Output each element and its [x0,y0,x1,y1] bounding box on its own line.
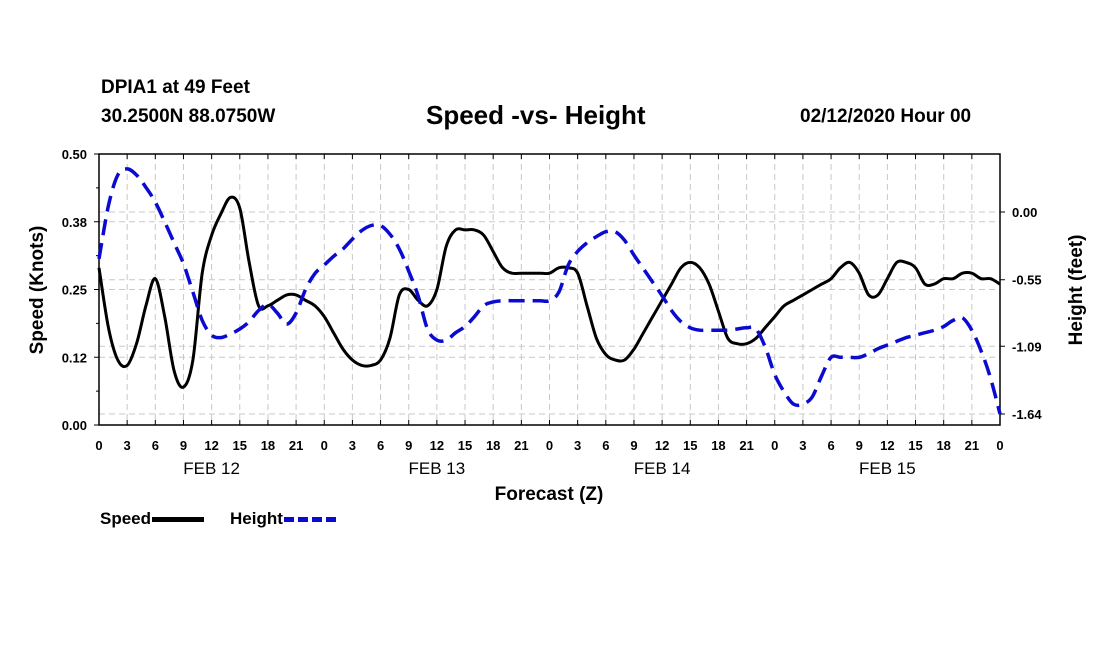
x-axis-label: Forecast (Z) [495,484,604,505]
x-tick-label: 9 [180,438,187,453]
left-tick-label: 0.00 [62,418,87,433]
grid-lines [99,154,1000,425]
x-tick-label: 0 [771,438,778,453]
x-tick-label: 12 [655,438,669,453]
series-lines [97,167,1002,415]
x-tick-label: 0 [996,438,1003,453]
x-tick-label: 9 [630,438,637,453]
x-tick-label: 6 [377,438,384,453]
day-label: FEB 12 [183,459,240,478]
right-tick-label: -0.55 [1012,273,1042,288]
x-tick-label: 21 [739,438,753,453]
speed-line [97,195,1001,389]
left-tick-label: 0.12 [62,350,87,365]
x-tick-label: 6 [152,438,159,453]
x-tick-label: 12 [430,438,444,453]
x-tick-label: 18 [261,438,275,453]
station-label: DPIA1 at 49 Feet [101,77,250,98]
legend-height: Height [230,509,336,529]
x-tick-label: 0 [95,438,102,453]
x-tick-label: 3 [799,438,806,453]
left-axis-label: Speed (Knots) [27,226,48,355]
x-tick-label: 6 [827,438,834,453]
day-labels: FEB 12 FEB 13 FEB 14 FEB 15 [183,459,915,478]
day-label: FEB 14 [634,459,691,478]
x-tick-label: 9 [856,438,863,453]
x-tick-label: 15 [683,438,697,453]
right-tick-label: 0.00 [1012,205,1037,220]
x-tick-label: 15 [458,438,472,453]
legend-height-label: Height [230,509,283,528]
right-tick-label: -1.09 [1012,339,1042,354]
legend-speed: Speed [100,509,205,529]
left-tick-label: 0.50 [62,147,87,162]
left-tick-label: 0.38 [62,215,87,230]
left-axis-ticks: 0.00 0.12 0.25 0.38 0.50 [62,147,99,433]
x-tick-label: 15 [908,438,922,453]
x-tick-label: 21 [965,438,979,453]
x-axis-ticks: 0 3 6 9 12 15 18 21 0 3 6 9 12 15 18 21 0 3 6 9 12 15 18 21 0 3 6 9… [95,154,1004,453]
chart-title: Speed -vs- Height [426,100,646,130]
day-label: FEB 13 [409,459,466,478]
x-tick-label: 15 [233,438,247,453]
x-tick-label: 18 [936,438,950,453]
x-tick-label: 0 [321,438,328,453]
coordinates-label: 30.2500N 88.0750W [101,106,276,127]
legend-height-swatch [283,517,336,523]
day-label: FEB 15 [859,459,916,478]
left-tick-label: 0.25 [62,283,87,298]
right-tick-label: -1.64 [1012,407,1042,422]
x-tick-label: 21 [289,438,303,453]
x-tick-label: 9 [405,438,412,453]
x-tick-label: 21 [514,438,528,453]
x-tick-label: 18 [486,438,500,453]
x-tick-label: 0 [546,438,553,453]
x-tick-label: 12 [880,438,894,453]
x-tick-label: 3 [349,438,356,453]
legend-speed-label: Speed [100,509,152,528]
legend-speed-swatch [152,517,205,523]
x-tick-label: 18 [711,438,725,453]
right-axis-ticks: 0.00 -0.55 -1.09 -1.64 [1000,205,1042,422]
right-axis-label: Height (feet) [1066,235,1087,346]
date-label: 02/12/2020 Hour 00 [800,106,972,127]
x-tick-label: 3 [574,438,581,453]
x-tick-label: 6 [602,438,609,453]
x-tick-label: 12 [204,438,218,453]
x-tick-label: 3 [124,438,131,453]
